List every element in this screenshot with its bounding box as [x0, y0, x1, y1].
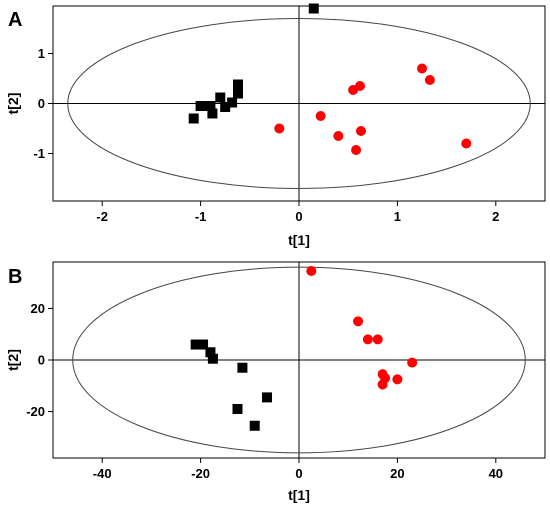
data-point-square	[205, 101, 216, 111]
x-tick-label: 0	[295, 466, 302, 481]
x-tick-label: 2	[492, 209, 499, 224]
data-point-square	[195, 101, 206, 111]
panel-label: B	[8, 266, 22, 288]
y-tick-label: -20	[26, 404, 45, 419]
data-point-circle	[315, 111, 326, 121]
confidence-ellipse	[67, 18, 531, 189]
data-point-circle	[461, 138, 472, 149]
x-axis-title: t[1]	[288, 487, 310, 503]
data-point-square	[237, 362, 248, 373]
x-axis-title: t[1]	[288, 232, 310, 248]
data-point-circle	[372, 334, 383, 345]
data-point-circle	[353, 316, 364, 327]
data-point-square	[205, 347, 216, 358]
data-point-circle	[417, 63, 427, 74]
panel-a-score-plot: -2 -1 0 1 2 -1 0 1 t[1] t[2] A	[5, 3, 546, 248]
y-axis-title: t[2]	[5, 349, 21, 371]
confidence-ellipse	[72, 266, 526, 454]
data-point-circle	[407, 357, 418, 368]
x-tick-label: -20	[191, 466, 210, 481]
data-point-square	[207, 108, 218, 119]
panel-label: A	[8, 9, 22, 31]
y-tick-label: 0	[38, 96, 45, 111]
panel-b-score-plot: -40 -20 0 20 40 -20 0 20 t[1] t[2] B	[5, 261, 546, 503]
data-point-square	[308, 3, 319, 14]
data-point-circle	[355, 81, 366, 91]
data-point-circle	[377, 379, 388, 390]
data-point-circle	[333, 131, 344, 141]
data-point-square	[232, 79, 243, 90]
data-point-square	[215, 92, 226, 103]
y-tick-label: 1	[38, 46, 45, 61]
data-point-circle	[306, 266, 317, 277]
data-point-square	[190, 339, 201, 350]
y-tick-label: 0	[38, 353, 45, 368]
data-point-square	[232, 404, 243, 414]
data-point-circle	[392, 374, 403, 385]
data-point-circle	[424, 75, 435, 85]
x-tick-label: 1	[394, 209, 401, 224]
x-tick-label: -2	[96, 209, 108, 224]
data-point-square	[220, 102, 231, 112]
data-point-square	[262, 392, 273, 403]
x-tick-label: -1	[195, 209, 207, 224]
y-tick-label: -1	[33, 146, 45, 161]
x-tick-label: 0	[295, 209, 302, 224]
data-point-circle	[351, 145, 362, 155]
x-tick-label: 40	[489, 466, 503, 481]
y-axis-title: t[2]	[5, 93, 21, 115]
data-point-square	[198, 339, 209, 350]
data-point-circle	[355, 126, 366, 136]
data-point-square	[227, 97, 238, 108]
x-tick-label: 20	[390, 466, 404, 481]
x-tick-label: -40	[93, 466, 112, 481]
data-point-circle	[362, 334, 373, 345]
data-point-circle	[274, 123, 285, 134]
y-tick-label: 20	[31, 301, 45, 316]
data-point-square	[232, 88, 243, 99]
data-point-square	[188, 113, 199, 124]
data-point-square	[249, 420, 260, 431]
data-point-square	[207, 353, 218, 364]
